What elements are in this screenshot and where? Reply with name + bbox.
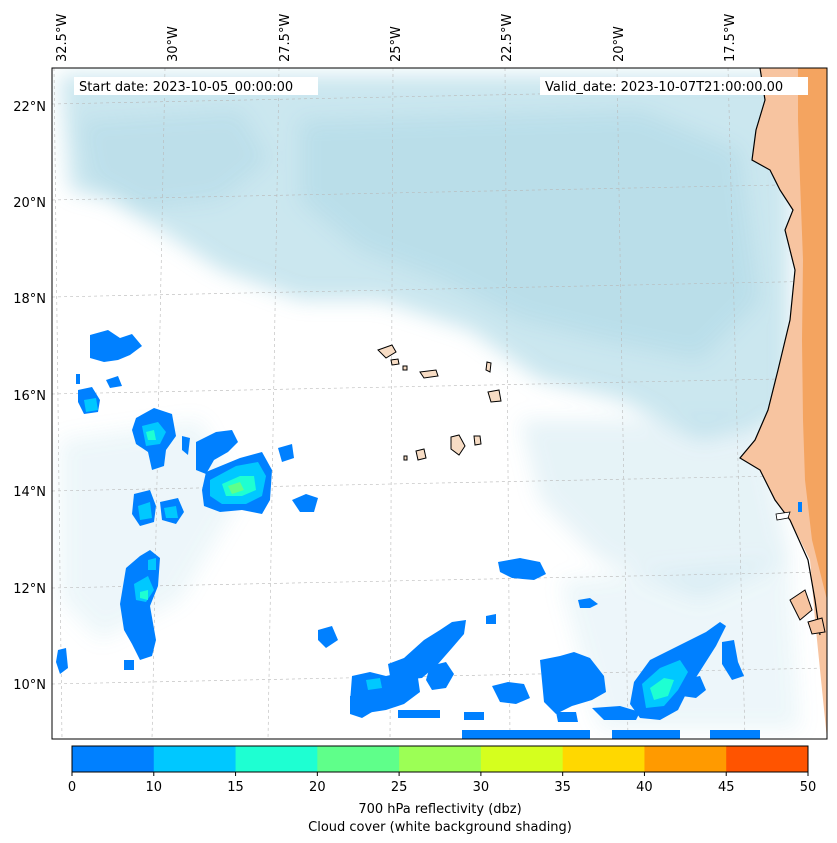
valid-date-label: Valid_date: 2023-10-07T21:00:00.00 (545, 80, 783, 95)
colorbar-frame (71, 745, 809, 773)
colorbar-tick-label: 45 (718, 780, 735, 795)
colorbar-tick-label: 15 (227, 780, 244, 795)
lat-label: 12°N (13, 582, 46, 597)
colorbar-segment (72, 746, 155, 772)
header-annotations: Start date: 2023-10-05_00:00:00 Valid_da… (74, 77, 808, 95)
lon-label: 25°W (389, 26, 404, 62)
lon-label: 20°W (612, 26, 627, 62)
lat-label: 16°N (13, 389, 46, 404)
lat-label: 10°N (13, 678, 46, 693)
latitude-labels: 22°N 20°N 18°N 16°N 14°N 12°N 10°N (13, 100, 46, 693)
lat-label: 14°N (13, 485, 46, 500)
colorbar-tick-label: 30 (473, 780, 490, 795)
lon-label: 17.5°W (723, 14, 738, 62)
colorbar-segments (72, 746, 809, 772)
colorbar-segment (726, 746, 809, 772)
lat-label: 22°N (13, 100, 46, 115)
lon-label: 27.5°W (278, 14, 293, 62)
lat-label: 18°N (13, 292, 46, 307)
colorbar-segment (399, 746, 482, 772)
colorbar-segment (480, 746, 564, 772)
colorbar-segment (235, 746, 318, 772)
map-frame (51, 67, 828, 740)
colorbar-ticks: 0 10 15 20 25 30 35 40 45 50 (68, 772, 816, 795)
reflectivity-cells (56, 330, 802, 739)
colorbar-tick-label: 0 (68, 780, 76, 795)
longitude-labels: 32.5°W 30°W 27.5°W 25°W 22.5°W 20°W 17.5… (55, 14, 738, 62)
start-date-label: Start date: 2023-10-05_00:00:00 (79, 80, 293, 95)
colorbar-tick-label: 10 (146, 780, 163, 795)
lon-label: 22.5°W (500, 14, 515, 62)
colorbar-tick-label: 25 (391, 780, 408, 795)
colorbar-label-reflectivity: 700 hPa reflectivity (dbz) (358, 802, 521, 817)
africa-landmass (739, 68, 827, 739)
colorbar-segment (317, 746, 400, 772)
map-panel (52, 68, 827, 739)
colorbar-segment (153, 746, 237, 772)
lon-label: 32.5°W (55, 14, 70, 62)
lon-label: 30°W (166, 26, 181, 62)
colorbar: 0 10 15 20 25 30 35 40 45 50 700 hPa reflectivity… (68, 745, 816, 835)
lat-label: 20°N (13, 196, 46, 211)
colorbar-tick-label: 20 (309, 780, 326, 795)
colorbar-segment (644, 746, 727, 772)
colorbar-label-cloud-cover: Cloud cover (white background shading) (308, 820, 572, 835)
colorbar-segment (562, 746, 645, 772)
colorbar-tick-label: 50 (800, 780, 817, 795)
cape-verde-islands (377, 344, 502, 461)
colorbar-tick-label: 40 (636, 780, 653, 795)
colorbar-tick-label: 35 (554, 780, 571, 795)
graticule (52, 68, 827, 739)
